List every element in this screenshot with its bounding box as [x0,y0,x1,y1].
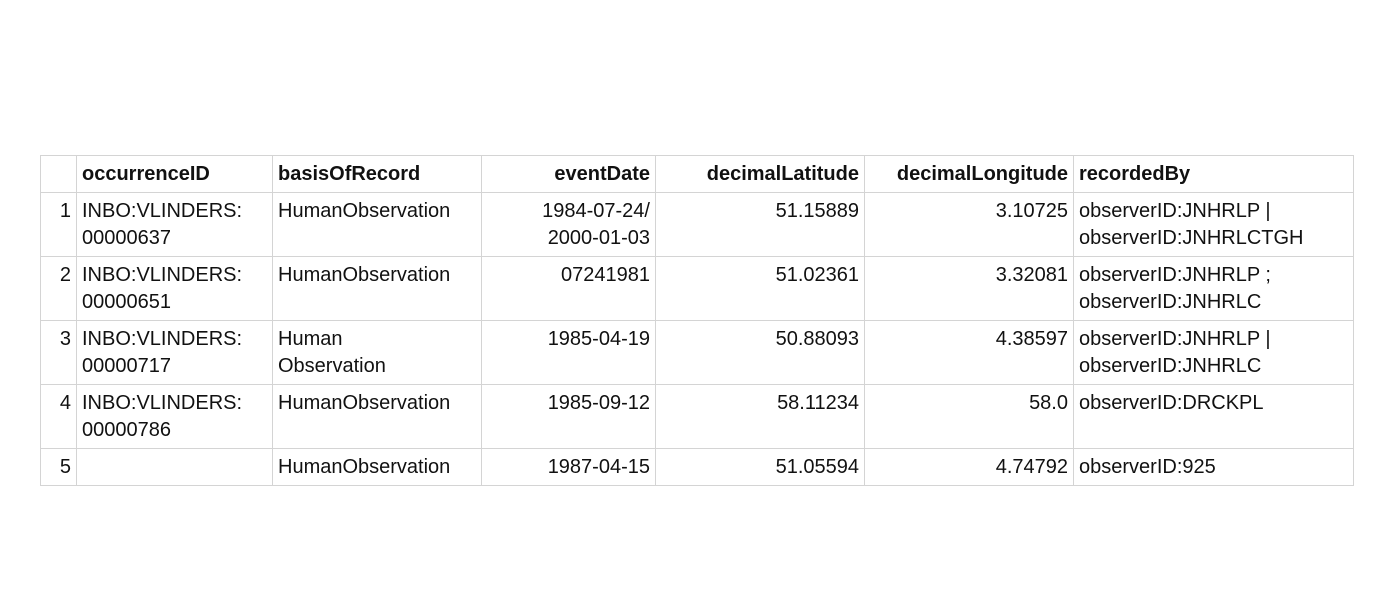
cell-line: 2000-01-03 [547,227,650,249]
cell-line: observerID:DRCKPL [1079,392,1264,414]
cell-line: observerID:JNHRLC [1079,355,1262,377]
event-date-cell: 07241981 [481,256,656,321]
decimal-latitude-cell: 51.15889 [655,192,865,257]
basis-of-record-cell: HumanObservation [272,448,482,486]
cell-line: HumanObservation [278,264,451,286]
basis-of-record-cell: HumanObservation [272,256,482,321]
row-index: 3 [40,320,77,385]
column-header-event-date: eventDate [481,155,656,193]
cell-line: 1984-07-24/ [542,200,650,222]
occurrence-id-cell: INBO:VLINDERS: 00000637 [76,192,273,257]
cell-line: 00000637 [82,227,171,249]
cell-line: Observation [278,355,386,377]
occurrence-id-cell: INBO:VLINDERS: 00000786 [76,384,273,449]
cell-line: HumanObservation [278,200,451,222]
cell-line: 00000786 [82,419,171,441]
cell-line: INBO:VLINDERS: [82,200,243,222]
table-row: 4 INBO:VLINDERS: 00000786 HumanObservati… [40,384,1354,449]
cell-line: 1985-04-19 [547,328,650,350]
row-index: 2 [40,256,77,321]
decimal-longitude-cell: 4.38597 [864,320,1074,385]
event-date-cell: 1985-04-19 [481,320,656,385]
recorded-by-cell: observerID:DRCKPL [1073,384,1354,449]
row-index: 4 [40,384,77,449]
table-row: 1 INBO:VLINDERS: 00000637 HumanObservati… [40,192,1354,257]
basis-of-record-cell: HumanObservation [272,192,482,257]
cell-line: INBO:VLINDERS: [82,392,243,414]
decimal-longitude-cell: 58.0 [864,384,1074,449]
recorded-by-cell: observerID:JNHRLP ; observerID:JNHRLC [1073,256,1354,321]
column-header-recorded-by: recordedBy [1073,155,1354,193]
decimal-longitude-cell: 3.32081 [864,256,1074,321]
decimal-latitude-cell: 51.05594 [655,448,865,486]
decimal-longitude-cell: 3.10725 [864,192,1074,257]
table-row: 3 INBO:VLINDERS: 00000717 Human Observat… [40,320,1354,385]
column-header-decimal-latitude: decimalLatitude [655,155,865,193]
cell-line: 1985-09-12 [547,392,650,414]
column-header-decimal-longitude: decimalLongitude [864,155,1074,193]
decimal-latitude-cell: 51.02361 [655,256,865,321]
occurrence-id-cell: INBO:VLINDERS: 00000651 [76,256,273,321]
basis-of-record-cell: HumanObservation [272,384,482,449]
decimal-longitude-cell: 4.74792 [864,448,1074,486]
cell-line: HumanObservation [278,392,451,414]
cell-line: 00000651 [82,291,171,313]
cell-line: observerID:JNHRLCTGH [1079,227,1304,249]
cell-line: observerID:JNHRLC [1079,291,1262,313]
cell-line: INBO:VLINDERS: [82,328,243,350]
cell-line: HumanObservation [278,456,451,478]
recorded-by-cell: observerID:925 [1073,448,1354,486]
cell-line: observerID:JNHRLP | [1079,200,1271,222]
cell-line: Human [278,328,343,350]
cell-line: observerID:JNHRLP | [1079,328,1271,350]
event-date-cell: 1984-07-24/ 2000-01-03 [481,192,656,257]
cell-line: INBO:VLINDERS: [82,264,243,286]
decimal-latitude-cell: 50.88093 [655,320,865,385]
event-date-cell: 1985-09-12 [481,384,656,449]
recorded-by-cell: observerID:JNHRLP | observerID:JNHRLC [1073,320,1354,385]
basis-of-record-cell: Human Observation [272,320,482,385]
cell-line: 00000717 [82,355,171,377]
cell-line: observerID:925 [1079,456,1216,478]
column-header-basis-of-record: basisOfRecord [272,155,482,193]
index-header [40,155,77,193]
cell-line: 1987-04-15 [547,456,650,478]
occurrence-table: occurrenceID basisOfRecord eventDate dec… [40,155,1354,486]
event-date-cell: 1987-04-15 [481,448,656,486]
cell-line: observerID:JNHRLP ; [1079,264,1271,286]
row-index: 5 [40,448,77,486]
occurrence-id-cell [76,448,273,486]
decimal-latitude-cell: 58.11234 [655,384,865,449]
table-row: 5 HumanObservation 1987-04-15 51.05594 4… [40,448,1354,486]
recorded-by-cell: observerID:JNHRLP | observerID:JNHRLCTGH [1073,192,1354,257]
row-index: 1 [40,192,77,257]
table-row: 2 INBO:VLINDERS: 00000651 HumanObservati… [40,256,1354,321]
column-header-occurrence-id: occurrenceID [76,155,273,193]
occurrence-id-cell: INBO:VLINDERS: 00000717 [76,320,273,385]
header-row: occurrenceID basisOfRecord eventDate dec… [40,155,1354,193]
cell-line: 07241981 [561,264,650,286]
